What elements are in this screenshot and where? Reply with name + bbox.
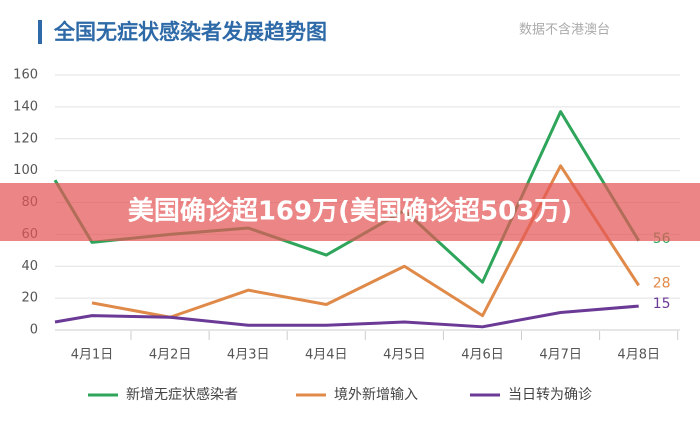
banner <box>0 183 700 241</box>
value-label: 15 <box>653 296 671 312</box>
x-tick-label: 4月8日 <box>617 348 660 363</box>
x-tick-label: 4月5日 <box>383 348 426 363</box>
series-line <box>54 304 639 329</box>
x-tick-label: 4月6日 <box>461 348 504 363</box>
title-accent <box>38 20 42 44</box>
y-tick-label: 40 <box>21 259 38 274</box>
y-tick-label: 120 <box>13 131 38 146</box>
y-tick-label: 140 <box>13 99 38 114</box>
y-tick-label: 20 <box>21 291 38 306</box>
banner-text: 美国确诊超169万(美国确诊超503万) <box>128 196 572 227</box>
x-tick-label: 4月1日 <box>71 348 114 363</box>
y-tick-label: 160 <box>13 68 38 83</box>
x-tick-label: 4月3日 <box>227 348 270 363</box>
legend-label: 当日转为确诊 <box>508 387 592 403</box>
chart-title: 全国无症状感染者发展趋势图 <box>53 20 327 44</box>
y-tick-label: 0 <box>30 323 38 338</box>
y-tick-label: 100 <box>13 163 38 178</box>
legend-label: 境外新增输入 <box>334 387 418 403</box>
x-tick-label: 4月7日 <box>539 348 582 363</box>
legend-label: 新增无症状感染者 <box>126 386 238 403</box>
x-tick-label: 4月2日 <box>149 348 192 363</box>
chart-subtitle: 数据不含港澳台 <box>519 22 610 38</box>
value-label: 28 <box>653 275 671 291</box>
x-tick-label: 4月4日 <box>305 348 348 363</box>
